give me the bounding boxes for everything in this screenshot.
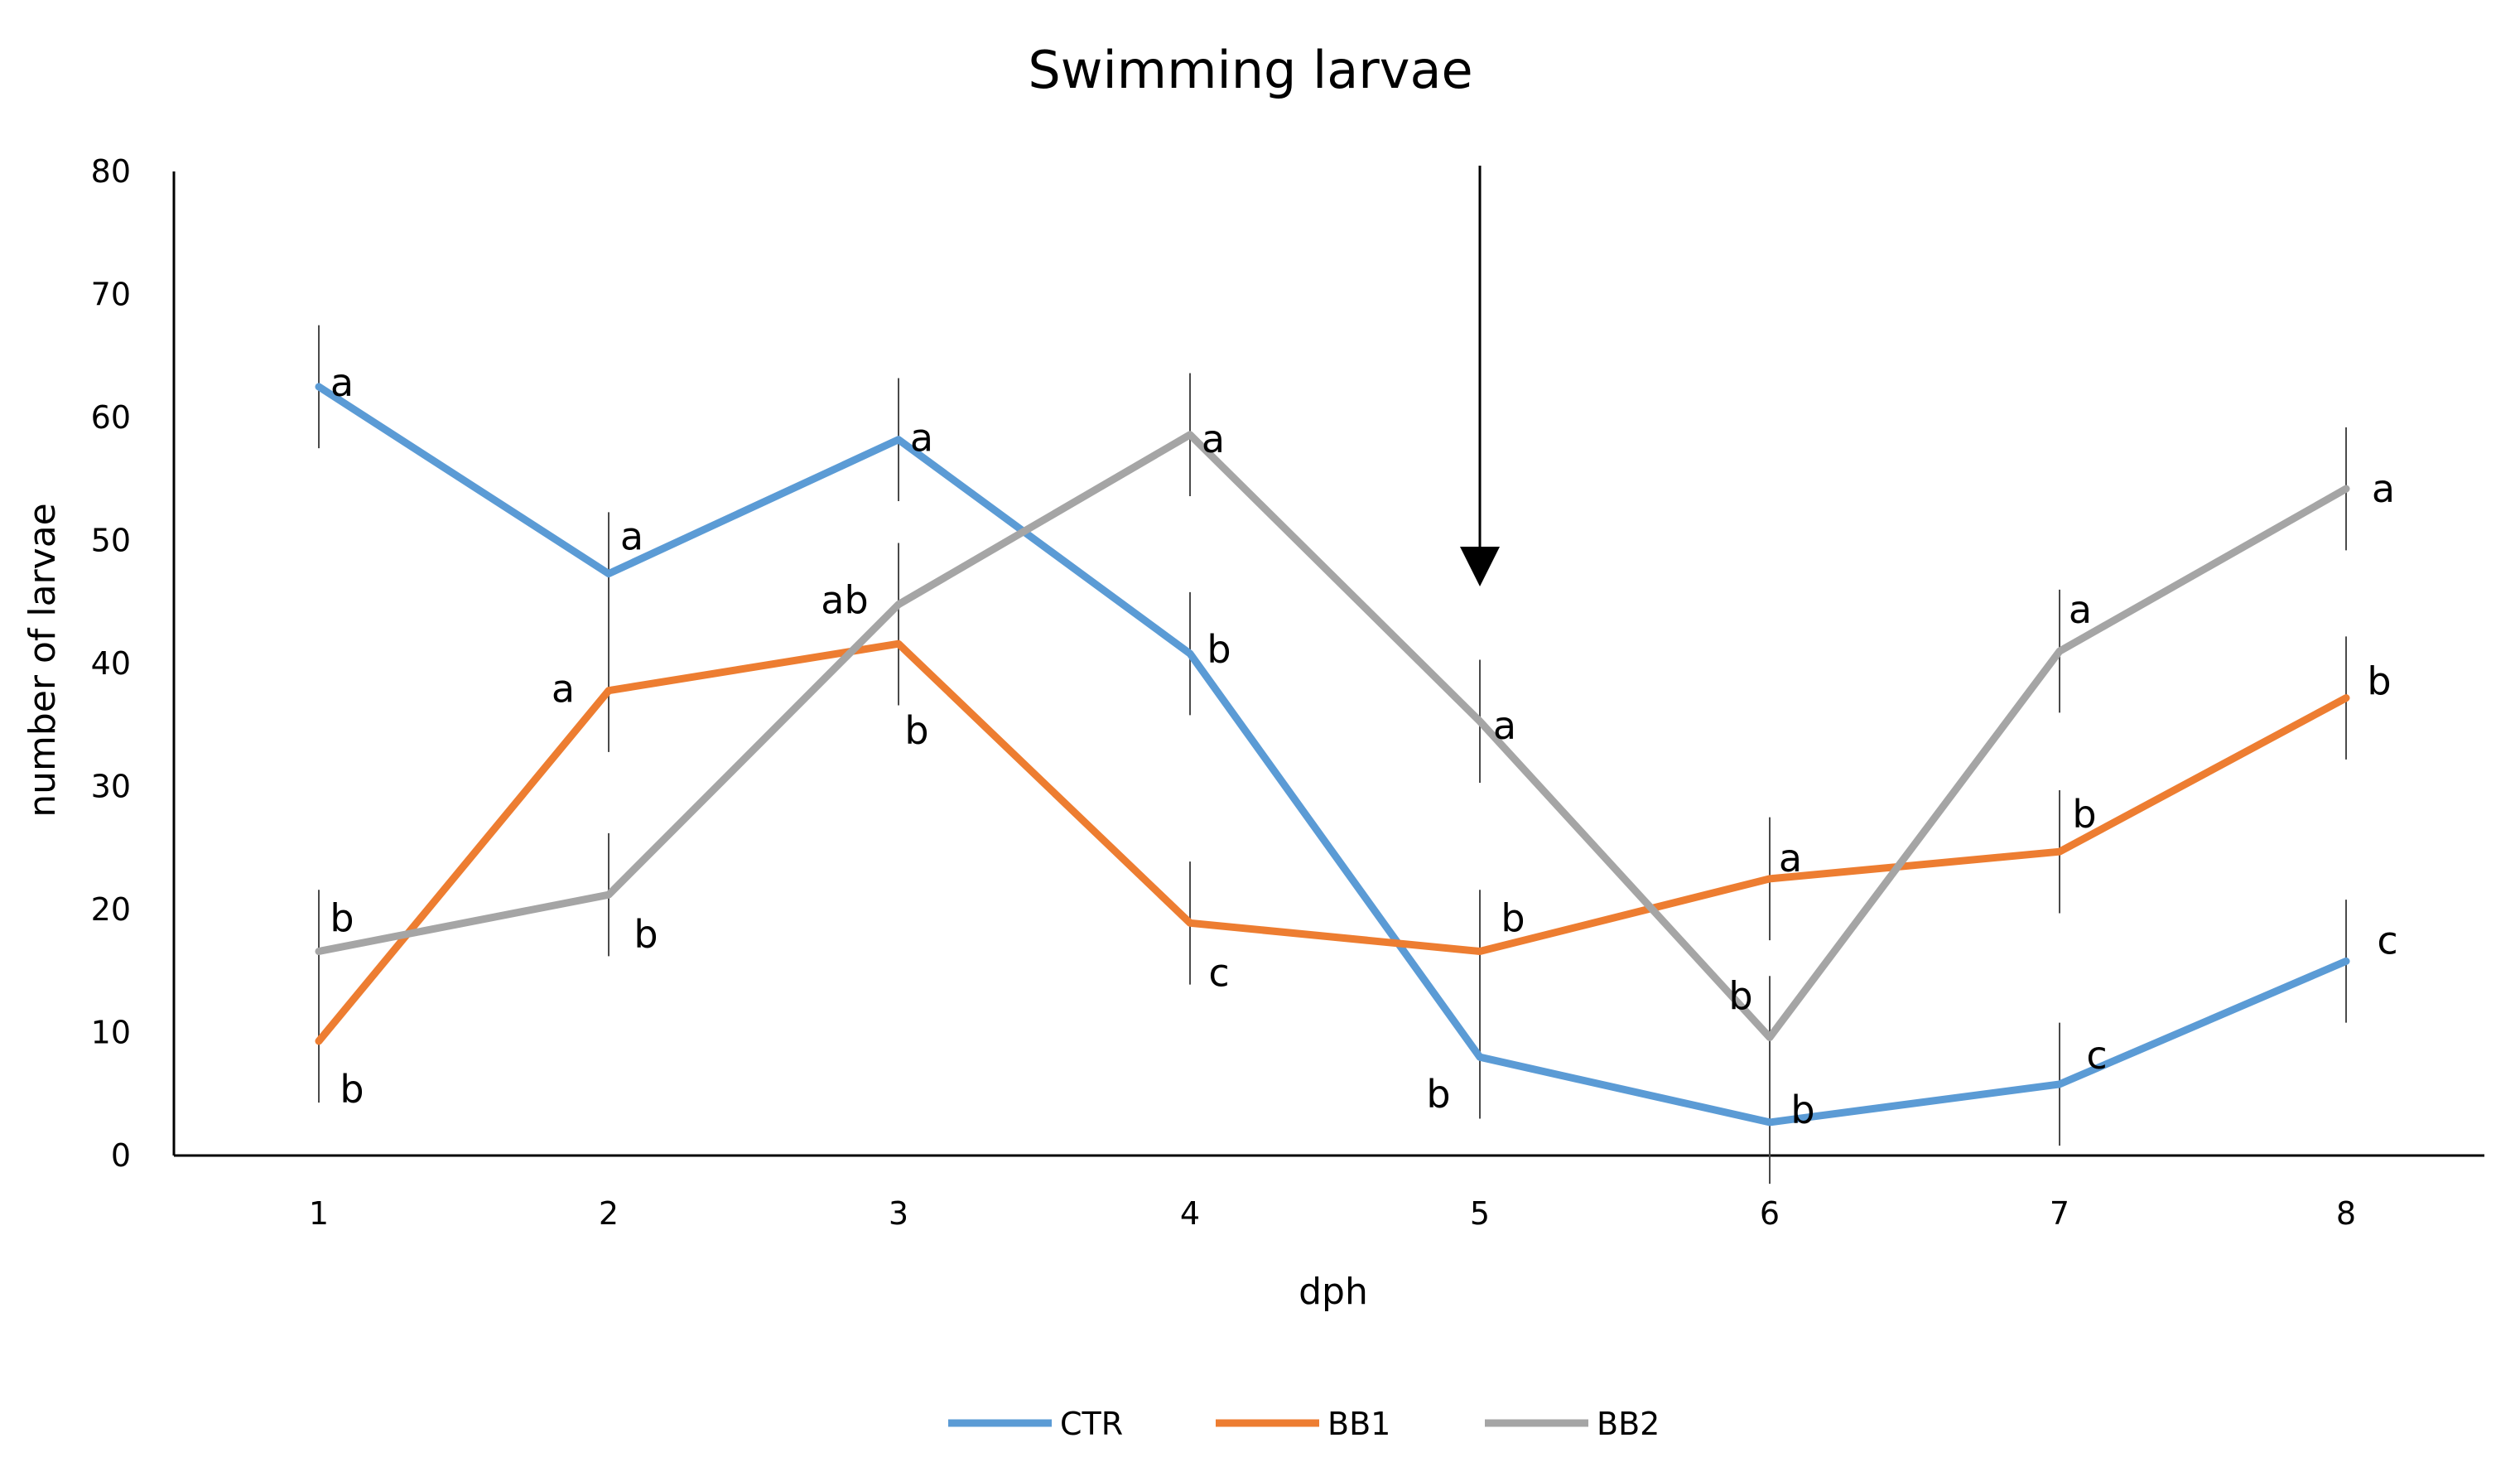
significance-letter: b (1790, 1088, 1814, 1132)
series-line-ctr (315, 383, 2350, 1127)
x-tick-label: 8 (2336, 1195, 2356, 1232)
y-tick-label: 40 (91, 645, 131, 682)
significance-letter: b (1728, 973, 1752, 1018)
legend-label-bb2: BB2 (1597, 1406, 1660, 1442)
significance-letter: c (2377, 918, 2397, 963)
x-tick-label: 5 (1470, 1195, 1490, 1232)
significance-letter: ab (821, 578, 868, 623)
significance-letter: a (910, 416, 933, 461)
y-tick-label: 70 (91, 277, 131, 313)
x-axis-label: dph (1299, 1271, 1368, 1313)
y-tick-label: 60 (91, 399, 131, 436)
y-tick-label: 20 (91, 891, 131, 928)
significance-letter: a (2069, 587, 2092, 632)
significance-letter: a (330, 360, 354, 405)
y-tick-label: 0 (111, 1137, 131, 1174)
chart-title: Swimming larvae (1028, 40, 1472, 100)
significance-letter: a (2372, 466, 2395, 511)
y-tick-label: 30 (91, 769, 131, 805)
significance-letter: b (2367, 659, 2391, 704)
significance-letter: b (340, 1067, 364, 1112)
significance-letter: c (2086, 1033, 2107, 1078)
significance-letter: b (330, 895, 354, 940)
x-tick-label: 3 (889, 1195, 908, 1232)
significance-letter: a (620, 514, 643, 559)
significance-letter: a (552, 667, 575, 712)
x-tick-label: 6 (1760, 1195, 1780, 1232)
significance-letter: b (1207, 627, 1231, 672)
significance-letter: c (1208, 950, 1229, 995)
x-tick-label: 2 (599, 1195, 619, 1232)
significance-letter: b (904, 708, 928, 753)
y-tick-label: 50 (91, 523, 131, 559)
significance-letter: b (2072, 792, 2096, 837)
x-tick-label: 7 (2050, 1195, 2069, 1232)
significance-letter: a (1779, 836, 1802, 881)
significance-letter: a (1202, 417, 1225, 461)
significance-letter: b (634, 912, 658, 957)
significance-letter: b (1426, 1072, 1450, 1117)
series-line-bb1 (315, 639, 2350, 1045)
x-tick-label: 1 (309, 1195, 329, 1232)
legend-label-ctr: CTR (1060, 1406, 1123, 1442)
significance-letter: a (1493, 703, 1516, 748)
y-tick-label: 80 (91, 153, 131, 190)
series-line-bb2 (315, 431, 2350, 1041)
y-axis-label: number of larvae (22, 503, 64, 817)
legend-label-bb1: BB1 (1327, 1406, 1390, 1442)
x-tick-label: 4 (1180, 1195, 1200, 1232)
significance-letter: b (1501, 895, 1525, 940)
y-tick-label: 10 (91, 1015, 131, 1051)
arrow-head-icon (1460, 547, 1500, 586)
